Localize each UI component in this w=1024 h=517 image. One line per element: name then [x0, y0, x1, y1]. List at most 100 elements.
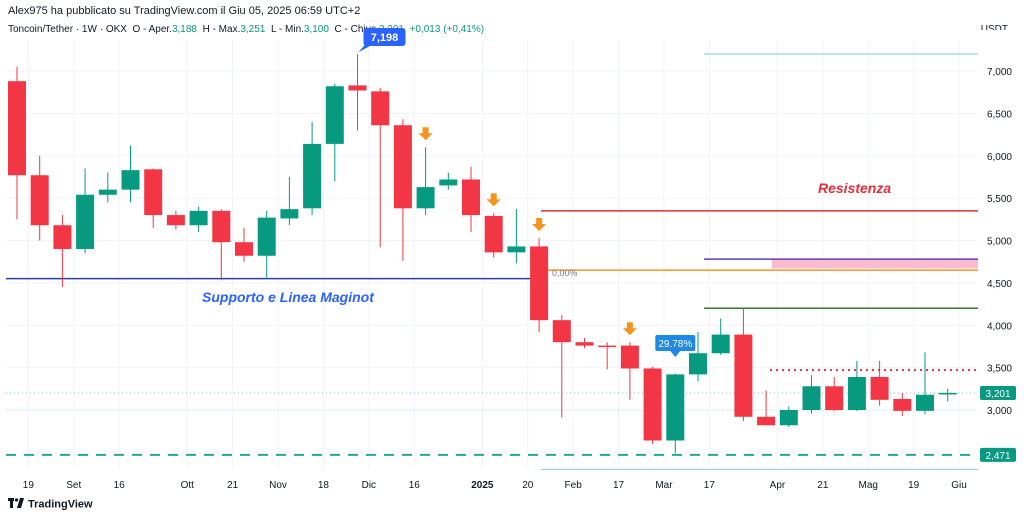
candle-body: [8, 81, 26, 176]
down-arrow-icon: [532, 217, 547, 231]
price-label-box: [980, 385, 1016, 400]
pct-callout-pointer: [670, 351, 681, 357]
candle-body: [371, 91, 390, 126]
x-tick-label: Nov: [269, 480, 287, 491]
x-tick-label: Mag: [859, 480, 878, 491]
high-callout-text: 7,198: [371, 32, 399, 44]
candle-body: [847, 376, 866, 410]
candle-body: [507, 246, 526, 253]
candle-body: [757, 416, 776, 426]
candle-body: [166, 215, 185, 226]
down-arrow-icon: [622, 322, 637, 336]
support-label: Supporto e Linea Maginot: [202, 289, 375, 305]
candle-body: [802, 386, 821, 410]
candle-body: [484, 215, 503, 253]
x-tick-label: Dic: [362, 480, 376, 491]
candle-body: [30, 175, 49, 226]
currency-label: USDT: [980, 24, 1008, 35]
candle-body: [870, 376, 889, 400]
fib-label: 0,00%: [552, 268, 578, 278]
x-tick-label: 17: [704, 480, 716, 491]
y-tick-label: 5,000: [987, 237, 1012, 248]
candle-body: [893, 398, 912, 411]
x-tick-label: Mar: [655, 480, 673, 491]
candle-body: [439, 179, 458, 186]
candle-body: [325, 86, 344, 144]
candle-body: [235, 242, 253, 256]
candle-body: [393, 125, 412, 209]
candle-body: [416, 187, 435, 209]
y-tick-label: 4,000: [987, 321, 1012, 332]
candle-body: [257, 217, 276, 256]
brand-text: TradingView: [28, 498, 93, 511]
x-tick-label: 16: [114, 480, 126, 491]
price-label-box: [980, 447, 1016, 462]
x-tick-label: 2025: [471, 480, 494, 491]
x-tick-label: 19: [908, 480, 920, 491]
change-value: +0,013 (+0,41%): [409, 24, 485, 35]
pct-callout-box: [655, 335, 696, 351]
x-tick-label: 17: [613, 480, 625, 491]
pink-zone: [772, 259, 978, 269]
pct-callout-text: 29.78%: [658, 339, 692, 350]
candle-body: [530, 246, 549, 321]
x-tick-label: 20: [522, 480, 534, 491]
candle-body: [552, 320, 571, 343]
candle-body: [121, 170, 140, 190]
low-value: 3,100: [303, 24, 329, 35]
y-tick-label: 6,000: [987, 152, 1012, 163]
x-tick-label: Apr: [770, 480, 786, 491]
resistance-label: Resistenza: [818, 180, 891, 196]
tradingview-brand: TradingView: [8, 498, 93, 511]
y-tick-label: 6,500: [987, 109, 1012, 120]
candle-body: [348, 85, 367, 91]
high-label: H - Max.: [202, 24, 241, 35]
candle-body: [916, 394, 934, 411]
x-tick-label: Set: [66, 480, 81, 491]
candle-body: [98, 189, 117, 195]
price-axis-bg: [978, 30, 1024, 468]
x-tick-label: 18: [318, 480, 330, 491]
x-tick-label: 21: [227, 480, 239, 491]
high-value: 3,251: [240, 24, 266, 35]
candle-body: [779, 410, 798, 426]
candle-body: [76, 194, 95, 249]
y-tick-label: 3,000: [987, 406, 1012, 417]
x-tick-label: 19: [23, 480, 35, 491]
y-tick-label: 5,500: [987, 194, 1012, 205]
candle-body: [144, 169, 163, 216]
price-label-text: 3,201: [985, 389, 1010, 400]
x-tick-label: 16: [409, 480, 421, 491]
candle-body: [734, 334, 753, 417]
x-tick-label: Ott: [181, 480, 195, 491]
x-tick-label: Giu: [951, 480, 967, 491]
candle-body: [462, 179, 480, 216]
symbol-name: Toncoin/Tether · 1W · OKX: [8, 24, 127, 35]
x-tick-label: Feb: [565, 480, 583, 491]
candle-body: [620, 345, 639, 369]
candle-body: [643, 368, 662, 441]
y-tick-label: 3,500: [987, 364, 1012, 375]
down-arrow-icon: [486, 193, 501, 207]
open-value: 3,188: [171, 24, 197, 35]
candle-body: [825, 386, 844, 410]
tradingview-logo-icon: [8, 498, 24, 511]
low-label: L - Min.: [270, 24, 304, 35]
close-label: C - Chius.: [334, 24, 379, 35]
x-tick-label: 21: [817, 480, 829, 491]
candle-body: [53, 225, 72, 249]
down-arrow-icon: [418, 127, 433, 141]
candle-body: [689, 353, 707, 375]
candle-body: [212, 210, 231, 243]
candle-body: [598, 345, 617, 348]
publisher-line: Alex975 ha pubblicato su TradingView.com…: [8, 5, 361, 17]
high-callout-box: [363, 28, 406, 46]
candle-body: [938, 392, 957, 395]
candle-body: [711, 334, 730, 354]
high-callout-pointer: [358, 44, 374, 53]
candle-body: [575, 342, 594, 346]
price-label-text: 2,471: [985, 451, 1010, 462]
candle-body: [280, 209, 299, 219]
candle-body: [189, 210, 208, 226]
